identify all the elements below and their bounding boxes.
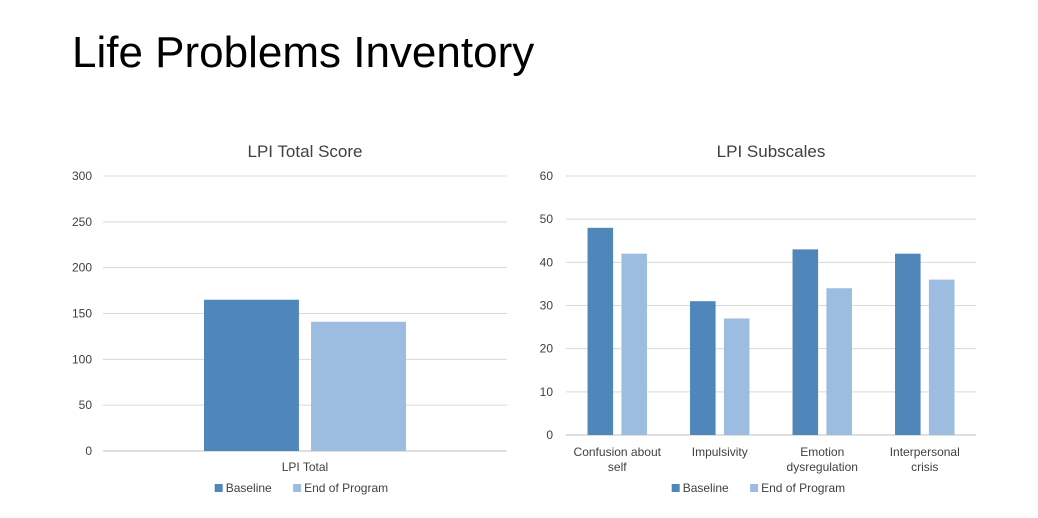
bar-baseline bbox=[792, 249, 819, 435]
chart-title: LPI Subscales bbox=[717, 142, 826, 161]
y-tick-label: 200 bbox=[72, 261, 92, 275]
bar-end-of-program bbox=[723, 318, 750, 435]
legend-swatch bbox=[214, 484, 223, 492]
y-tick-label: 40 bbox=[540, 255, 554, 269]
category-label: Confusion about self bbox=[574, 445, 662, 474]
y-tick-label: 150 bbox=[72, 307, 92, 321]
y-tick-label: 100 bbox=[72, 352, 92, 366]
y-tick-label: 60 bbox=[540, 169, 554, 183]
bar-baseline bbox=[895, 253, 921, 435]
slide-title: Life Problems Inventory bbox=[72, 28, 535, 77]
legend-swatch bbox=[750, 484, 759, 492]
y-tick-label: 250 bbox=[72, 215, 92, 229]
category-label: LPI Total bbox=[282, 460, 328, 474]
category-label: Emotion dysregulation bbox=[787, 445, 858, 474]
bar-baseline bbox=[204, 299, 299, 451]
category-label: Interpersonal crisis bbox=[890, 445, 960, 474]
bar-baseline bbox=[587, 227, 614, 435]
y-tick-label: 50 bbox=[79, 398, 93, 412]
y-tick-label: 0 bbox=[546, 428, 553, 442]
y-tick-label: 30 bbox=[540, 299, 554, 313]
chart-title: LPI Total Score bbox=[248, 142, 363, 161]
legend-label: Baseline bbox=[683, 481, 729, 495]
y-tick-label: 50 bbox=[540, 212, 554, 226]
y-tick-label: 10 bbox=[540, 385, 554, 399]
bar-baseline bbox=[690, 301, 716, 435]
legend-swatch bbox=[293, 484, 302, 492]
legend-label: Baseline bbox=[226, 481, 272, 495]
bar-end-of-program bbox=[311, 321, 406, 451]
bar-end-of-program bbox=[621, 253, 647, 435]
bar-end-of-program bbox=[826, 288, 852, 435]
legend-label: End of Program bbox=[304, 481, 388, 495]
legend-swatch bbox=[671, 484, 680, 492]
category-label: Impulsivity bbox=[692, 445, 748, 459]
y-tick-label: 300 bbox=[72, 169, 92, 183]
bar-end-of-program bbox=[928, 279, 955, 435]
y-tick-label: 0 bbox=[85, 444, 92, 458]
legend-label: End of Program bbox=[761, 481, 845, 495]
y-tick-label: 20 bbox=[540, 342, 554, 356]
